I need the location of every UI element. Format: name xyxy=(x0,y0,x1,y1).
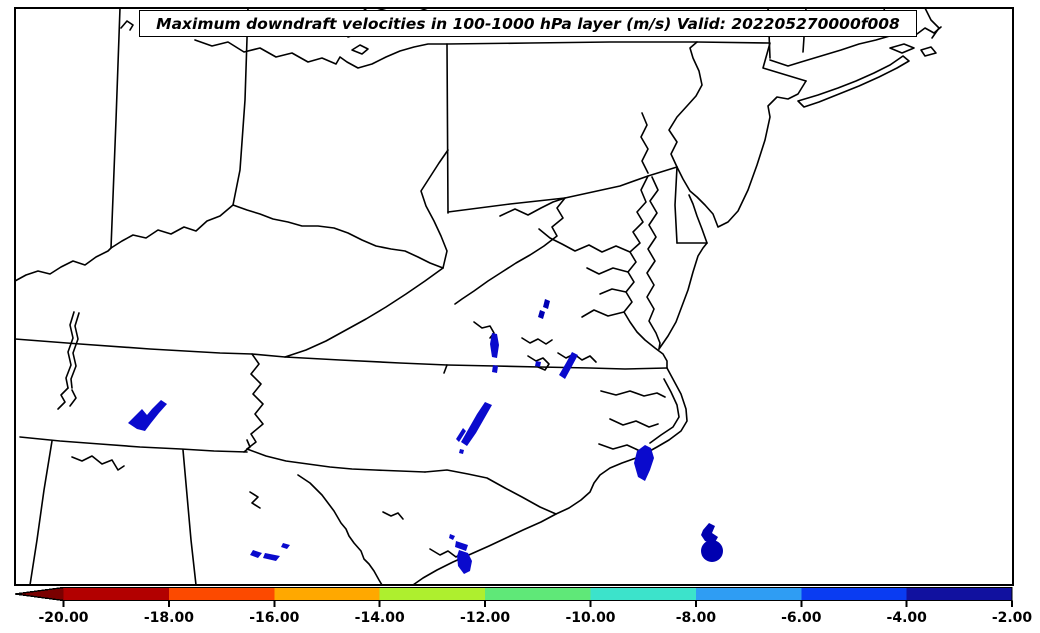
mason-dixon-line xyxy=(447,166,678,213)
ohio-river-ky xyxy=(110,204,444,269)
downdraft-patch xyxy=(128,400,167,431)
colorbar-segment xyxy=(801,587,908,601)
colorbar-tick-label: -14.00 xyxy=(355,610,405,626)
susquehanna-river xyxy=(640,112,649,174)
colorbar-tick-label: -8.00 xyxy=(676,610,717,626)
tn-river xyxy=(57,387,69,410)
island xyxy=(920,46,937,57)
colorbar-segment xyxy=(485,587,591,601)
de-coast xyxy=(688,194,708,244)
downdraft-patch xyxy=(701,523,718,544)
border-tick xyxy=(443,364,448,374)
tn-south-border xyxy=(19,436,248,453)
plot-title: Maximum downdraft velocities in 100-1000… xyxy=(156,14,900,33)
colorbar-segment xyxy=(379,587,486,601)
ky-va-border xyxy=(284,267,444,358)
colorbar-tick-labels: -20.00 -18.00 -16.00 -14.00 -12.00 -10.0… xyxy=(38,610,1032,626)
tn-river xyxy=(65,311,75,389)
ga-sc-river-border xyxy=(297,474,383,586)
colorbar: -20.00 -18.00 -16.00 -14.00 -12.00 -10.0… xyxy=(14,586,1032,626)
delmarva-west-shore xyxy=(646,176,661,350)
colorbar-segment xyxy=(906,587,1012,601)
wv-east-border xyxy=(454,197,566,305)
colorbar-ticks xyxy=(62,600,1013,607)
atlantic-coastline xyxy=(412,367,688,586)
chesapeake-west-shore xyxy=(623,175,668,369)
de-west-border xyxy=(674,166,678,244)
colorbar-tick-label: -4.00 xyxy=(887,610,928,626)
james-river xyxy=(581,309,625,318)
ny-nj-border xyxy=(696,41,807,82)
albemarle-sound xyxy=(600,390,666,398)
potomac-north-branch xyxy=(499,197,566,217)
colorbar-segment xyxy=(695,587,802,601)
tn-river xyxy=(69,389,77,407)
downdraft-patch xyxy=(535,352,578,379)
colorbar-outline xyxy=(14,586,1013,602)
downdraft-patch xyxy=(449,534,472,574)
downdraft-patch xyxy=(456,402,492,454)
downdraft-patch xyxy=(490,333,499,373)
downdraft-patch xyxy=(701,540,723,562)
river-squiggle xyxy=(473,321,495,339)
colorbar-segment xyxy=(274,587,381,601)
ohio-river-west xyxy=(14,247,112,282)
corner-notch xyxy=(243,439,251,453)
colorbar-tick-label: -18.00 xyxy=(144,610,194,626)
colorbar-tick-label: -6.00 xyxy=(781,610,822,626)
al-river xyxy=(71,455,125,471)
al-ga-border xyxy=(182,449,197,586)
shore-fragment xyxy=(120,20,134,31)
downdraft-patch xyxy=(250,543,290,561)
nj-coastline xyxy=(676,80,807,228)
downdraft-patch xyxy=(634,445,654,481)
delaware-river xyxy=(668,41,703,168)
kerr-lake xyxy=(521,337,553,345)
downdraft-patches xyxy=(128,299,723,574)
river-squiggle xyxy=(527,355,550,371)
colorbar-arrow xyxy=(15,587,64,601)
island xyxy=(889,43,915,54)
neuse-river xyxy=(598,443,641,452)
pa-west-border xyxy=(446,43,449,214)
sc-lake xyxy=(382,511,404,520)
plot-title-box: Maximum downdraft velocities in 100-1000… xyxy=(139,10,917,37)
tn-river xyxy=(70,312,80,389)
coast-hook xyxy=(924,7,940,39)
ms-al-border xyxy=(29,440,53,586)
colorbar-tick-label: -16.00 xyxy=(249,610,299,626)
state-borders xyxy=(14,7,942,586)
ohio-river-panhandle xyxy=(420,149,449,269)
colorbar-tick-label: -2.00 xyxy=(992,610,1033,626)
delmarva-east-shore xyxy=(658,242,708,350)
shore-hook xyxy=(351,44,369,55)
nc-sc-border xyxy=(424,469,557,515)
sc-lake xyxy=(249,491,261,509)
colorbar-segment xyxy=(63,587,170,601)
pamlico-sound xyxy=(609,418,659,428)
tn-nc-border xyxy=(246,353,264,450)
river-squiggle xyxy=(557,352,597,363)
colorbar-tick-label: -12.00 xyxy=(460,610,510,626)
state-line xyxy=(110,7,121,249)
va-nc-ky-tn-border xyxy=(14,338,668,370)
outer-banks-inner xyxy=(649,378,680,444)
colorbar-tick-label: -10.00 xyxy=(565,610,615,626)
state-line xyxy=(232,7,249,206)
york-river xyxy=(599,288,627,295)
potomac-river xyxy=(538,228,631,253)
nc-ga-border xyxy=(246,448,426,473)
colorbar-segment xyxy=(168,587,275,601)
map-frame xyxy=(14,7,1014,586)
downdraft-patch xyxy=(538,299,550,319)
pa-north-border xyxy=(446,41,698,45)
long-island xyxy=(797,55,910,108)
rappahannock-river xyxy=(586,267,629,275)
colorbar-segment xyxy=(590,587,697,601)
colorbar-tick-label: -20.00 xyxy=(38,610,88,626)
ct-coastline xyxy=(769,26,942,67)
lake-erie-shore xyxy=(194,39,448,69)
